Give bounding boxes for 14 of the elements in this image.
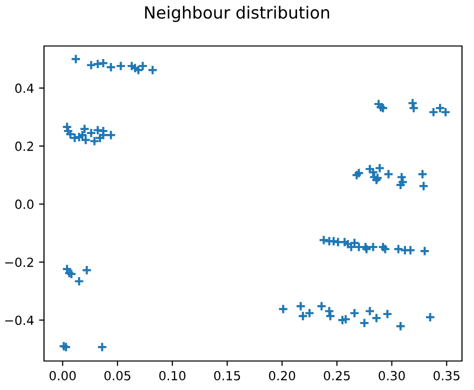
x-tick-label: 0.20 <box>268 370 296 380</box>
x-tick-label: 0.00 <box>50 370 76 380</box>
y-tick-label: 0.4 <box>15 84 34 93</box>
x-tick-label: 0.05 <box>104 370 130 380</box>
x-tick-label: 0.35 <box>434 370 460 380</box>
y-tick-label: 0.0 <box>15 200 34 210</box>
x-tick-label: 0.15 <box>214 370 240 380</box>
y-tick-label: −0.4 <box>5 316 34 326</box>
x-tick-label: 0.10 <box>159 370 186 380</box>
y-tick-label: 0.2 <box>15 142 34 151</box>
chart-title: Neighbour distribution <box>145 6 330 22</box>
y-tick-label: −0.2 <box>5 258 34 268</box>
x-tick-label: 0.30 <box>378 370 405 380</box>
x-tick-label: 0.25 <box>324 370 350 380</box>
